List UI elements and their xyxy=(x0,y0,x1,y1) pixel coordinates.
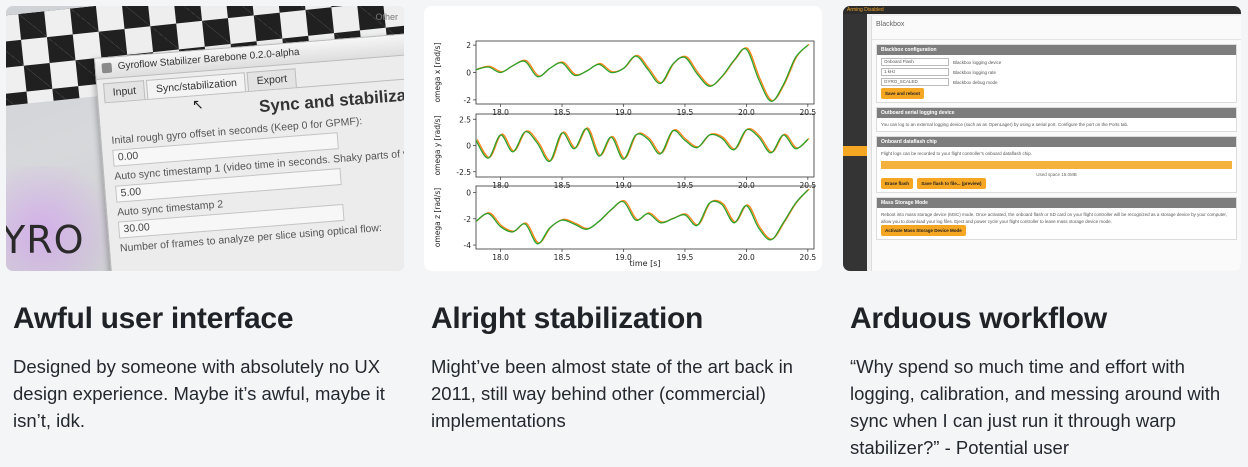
x-tick-label: 20.0 xyxy=(738,181,755,190)
x-tick-label: 18.5 xyxy=(554,253,571,262)
tab-input[interactable]: Input xyxy=(103,80,146,103)
y-tick-label: -2 xyxy=(464,96,472,105)
y-tick-label: 2.5 xyxy=(459,115,471,124)
series-line-green xyxy=(476,128,809,162)
card-heading: Arduous workflow xyxy=(850,302,1107,335)
logging-rate-select[interactable]: 1 kHz xyxy=(881,68,949,76)
plot-frame xyxy=(475,113,815,178)
x-tick-label: 19.0 xyxy=(615,108,632,117)
card-description: “Why spend so much time and effort with … xyxy=(850,356,1221,458)
box-text: Flight logs can be recorded to your flig… xyxy=(881,151,1032,156)
gyroflow-ui-screenshot: Other Gyroflow Stabilizer Barebone 0.2.0… xyxy=(6,6,404,271)
box-text: You can log to an external logging devic… xyxy=(881,122,1129,127)
box-header: Outboard serial logging device xyxy=(877,108,1236,118)
save-flash-button[interactable]: Save flash to file... (preview) xyxy=(917,178,986,189)
card-heading: Awful user interface xyxy=(13,302,294,335)
y-tick-label: -4 xyxy=(464,241,472,250)
debug-mode-select[interactable]: GYRO_SCALED xyxy=(881,78,949,86)
erase-flash-button[interactable]: Erase flash xyxy=(881,178,914,189)
x-tick-label: 20.5 xyxy=(800,253,817,262)
blackbox-panel: Blackbox Blackbox configuration Onboard … xyxy=(871,16,1241,271)
y-tick-label: 2 xyxy=(466,41,471,50)
other-label: Other xyxy=(375,12,398,22)
feature-card-workflow: Arming Disabled Blackbox Blackbox config… xyxy=(843,6,1243,458)
x-tick-label: 19.5 xyxy=(677,181,694,190)
x-tick-label: 18.0 xyxy=(492,108,509,117)
gyro-plot-image: -2 0 2 18.0 18.5 19.0 19.5 20.0 20.5 omega x [rad… xyxy=(424,6,822,271)
card-heading: Alright stabilization xyxy=(431,302,704,335)
x-tick-label: 20.0 xyxy=(738,253,755,262)
activate-msc-button[interactable]: Activate Mass Storage Device Mode xyxy=(881,225,966,236)
x-tick-label: 18.5 xyxy=(554,181,571,190)
page-title: Blackbox xyxy=(872,16,1241,40)
dataflash-box: Onboard dataflash chip Flight logs can b… xyxy=(876,136,1237,193)
feature-card-ui: Other Gyroflow Stabilizer Barebone 0.2.0… xyxy=(6,6,406,431)
x-axis-label: time [s] xyxy=(629,259,660,268)
gyro-plot: -2 0 2 18.0 18.5 19.0 19.5 20.0 20.5 omega x [rad… xyxy=(433,40,817,268)
sidebar-item-selected[interactable] xyxy=(843,146,867,156)
x-tick-label: 20.5 xyxy=(800,181,817,190)
y-tick-label: 0 xyxy=(466,189,471,198)
box-header: Mass Storage Mode xyxy=(877,198,1236,208)
box-text: Reboot into mass storage device (MSC) mo… xyxy=(881,212,1227,224)
y-tick-label: 0 xyxy=(466,69,471,78)
y-axis-label: omega y [rad/s] xyxy=(433,116,442,176)
box-header: Blackbox configuration xyxy=(877,45,1236,55)
used-space-label: Used space 16.0MB xyxy=(1036,172,1077,177)
plot-frame xyxy=(475,185,815,250)
mass-storage-box: Mass Storage Mode Reboot into mass stora… xyxy=(876,197,1237,240)
series-line-orange xyxy=(476,127,810,162)
window-body: Sync and stabilization: Inital rough gyr… xyxy=(104,75,404,264)
y-tick-label: -2 xyxy=(464,215,472,224)
series-line-green xyxy=(476,189,809,245)
app-icon xyxy=(101,62,113,74)
feature-card-stabilization: -2 0 2 18.0 18.5 19.0 19.5 20.0 20.5 omega x [rad… xyxy=(424,6,824,431)
y-axis-label: omega x [rad/s] xyxy=(433,43,442,103)
x-tick-label: 18.0 xyxy=(492,181,509,190)
x-tick-label: 20.5 xyxy=(800,108,817,117)
x-tick-label: 19.5 xyxy=(677,253,694,262)
box-header: Onboard dataflash chip xyxy=(877,137,1236,147)
plot-frame xyxy=(475,40,815,105)
gyroflow-window: Gyroflow Stabilizer Barebone 0.2.0-alpha… xyxy=(94,29,404,271)
x-tick-label: 19.0 xyxy=(615,253,632,262)
tab-export[interactable]: Export xyxy=(247,68,297,91)
mouse-cursor-icon: ↖ xyxy=(192,96,204,112)
x-tick-label: 18.5 xyxy=(554,108,571,117)
arming-status: Arming Disabled xyxy=(843,6,1241,14)
row-label: Blackbox debug mode xyxy=(953,79,998,85)
x-tick-label: 19.0 xyxy=(615,181,632,190)
betaflight-blackbox-screenshot: Arming Disabled Blackbox Blackbox config… xyxy=(843,6,1241,271)
x-tick-label: 20.0 xyxy=(738,108,755,117)
card-description: Designed by someone with absolutely no U… xyxy=(13,356,385,431)
x-tick-label: 18.0 xyxy=(492,253,509,262)
save-and-reboot-button[interactable]: Save and reboot xyxy=(881,88,925,99)
y-tick-label: 0 xyxy=(466,142,471,151)
gyroflow-logo: YRO xyxy=(6,218,85,262)
row-label: Blackbox logging device xyxy=(953,59,1002,65)
serial-logging-box: Outboard serial logging device You can l… xyxy=(876,107,1237,132)
config-box: Blackbox configuration Onboard Flash Bla… xyxy=(876,44,1237,103)
card-description: Might’ve been almost state of the art ba… xyxy=(431,356,793,431)
series-line-orange xyxy=(477,43,810,102)
sidebar xyxy=(843,14,867,271)
row-label: Blackbox logging rate xyxy=(953,69,997,75)
y-axis-label: omega z [rad/s] xyxy=(433,188,442,247)
y-tick-label: -2.5 xyxy=(456,168,471,177)
x-tick-label: 19.5 xyxy=(677,108,694,117)
logging-device-select[interactable]: Onboard Flash xyxy=(881,58,949,66)
series-line-green xyxy=(476,44,809,102)
flash-usage-bar xyxy=(881,161,1232,169)
